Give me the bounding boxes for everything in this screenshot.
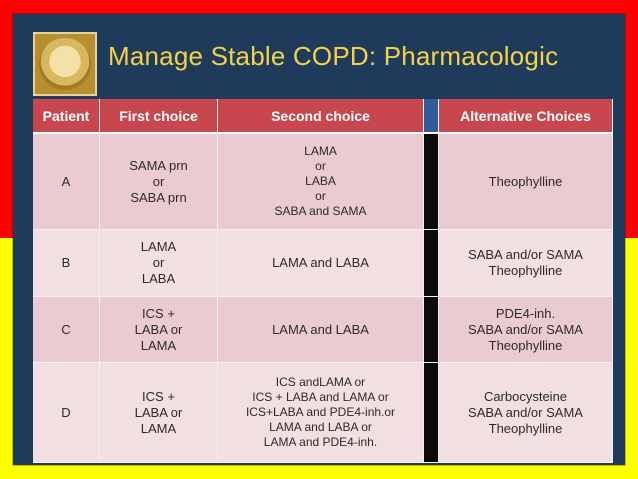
header-alternative-choices: Alternative Choices <box>439 99 613 134</box>
alternative-choice-a: Theophylline <box>439 134 613 230</box>
first-choice-c: ICS + LABA or LAMA <box>100 297 218 363</box>
first-choice-b: LAMA or LABA <box>100 230 218 297</box>
header-first-choice: First choice <box>100 99 218 134</box>
second-choice-a: LAMA or LABA or SABA and SAMA <box>218 134 424 230</box>
separator-d <box>424 363 439 463</box>
separator-c <box>424 297 439 363</box>
first-choice-a: SAMA prn or SABA prn <box>100 134 218 230</box>
lungs-logo-icon <box>39 38 91 90</box>
alternative-choice-d: Carbocysteine SABA and/or SAMA Theophyll… <box>439 363 613 463</box>
patient-d: D <box>33 363 100 463</box>
header-patient: Patient <box>33 99 100 134</box>
first-choice-d: ICS + LABA or LAMA <box>100 363 218 463</box>
second-choice-c: LAMA and LABA <box>218 297 424 363</box>
separator-b <box>424 230 439 297</box>
patient-a: A <box>33 134 100 230</box>
second-choice-b: LAMA and LABA <box>218 230 424 297</box>
copd-treatment-table: Patient First choice Second choice Alter… <box>33 99 613 463</box>
patient-b: B <box>33 230 100 297</box>
patient-c: C <box>33 297 100 363</box>
separator-a <box>424 134 439 230</box>
slide: Manage Stable COPD: Pharmacologic Patien… <box>13 14 625 465</box>
header-second-choice: Second choice <box>218 99 424 134</box>
second-choice-d: ICS andLAMA or ICS + LABA and LAMA or IC… <box>218 363 424 463</box>
page-title: Manage Stable COPD: Pharmacologic <box>108 41 559 71</box>
organization-logo <box>33 32 97 96</box>
header-gap <box>424 99 439 134</box>
alternative-choice-b: SABA and/or SAMA Theophylline <box>439 230 613 297</box>
alternative-choice-c: PDE4-inh. SABA and/or SAMA Theophylline <box>439 297 613 363</box>
